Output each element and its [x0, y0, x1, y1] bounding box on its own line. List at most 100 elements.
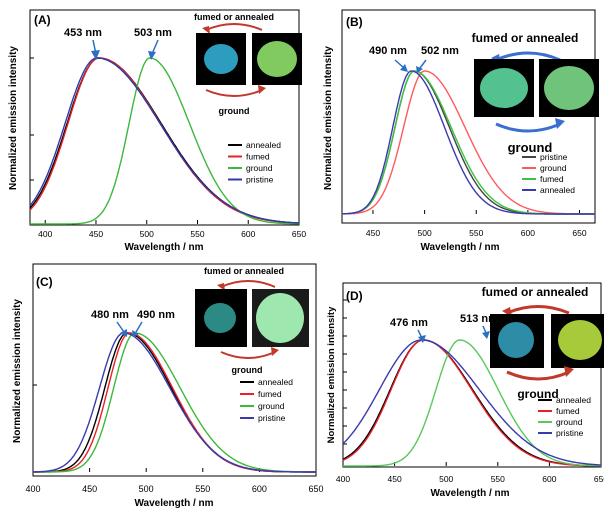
- series-line-ground: [33, 332, 316, 473]
- legend-label-fumed: fumed: [258, 389, 282, 399]
- y-axis-label: Normalized emission intensity: [8, 46, 19, 190]
- legend-label-annealed: annealed: [246, 140, 281, 150]
- legend-label-annealed: annealed: [258, 377, 293, 387]
- x-ticks: 400 450 500 550 600 650: [38, 220, 306, 239]
- series-line-ground: [342, 70, 595, 215]
- y-axis-label: Normalized emission intensity: [326, 306, 337, 443]
- series-line-pristine: [342, 339, 602, 466]
- plot-frame: [29, 9, 300, 226]
- switch-label-bottom: ground: [508, 140, 553, 155]
- plot-frame: [342, 282, 602, 468]
- series-line-fumed: [342, 339, 602, 467]
- x-ticks: 400 450 500 550 600 650: [336, 462, 604, 484]
- x-tick-label: 600: [521, 228, 535, 238]
- x-axis-label: Wavelength / nm: [124, 242, 203, 253]
- panel-c: (C) Normalized emission intensity Wavele…: [12, 263, 324, 509]
- series-lines: [342, 339, 602, 467]
- x-tick-label: 550: [469, 228, 483, 238]
- y-ticks: [343, 299, 347, 445]
- panel-d: (D) Normalized emission intensity Wavele…: [326, 282, 604, 499]
- legend-label-ground: ground: [540, 163, 567, 173]
- x-tick-label: 650: [594, 474, 604, 484]
- x-tick-label: 600: [542, 474, 556, 484]
- series-line-ground: [30, 57, 300, 225]
- x-tick-label: 550: [190, 229, 204, 239]
- arrow-head: [258, 85, 266, 94]
- panel-label: (B): [346, 15, 363, 29]
- legend-label-ground: ground: [258, 401, 285, 411]
- x-tick-label: 500: [139, 484, 154, 494]
- x-tick-label: 400: [25, 484, 40, 494]
- peak-label: 480 nm: [91, 309, 129, 321]
- arrow-head: [416, 66, 423, 73]
- legend-label-pristine: pristine: [556, 428, 584, 438]
- phase-switch-inset: fumed or annealed ground: [194, 12, 302, 116]
- x-tick-label: 450: [89, 229, 103, 239]
- y-axis-label: Normalized emission intensity: [323, 46, 334, 190]
- x-ticks: 450 500 550 600 650: [366, 210, 587, 238]
- photo-blue-emission-glow: [204, 44, 238, 74]
- series-line-annealed: [341, 70, 595, 215]
- x-tick-label: 450: [366, 228, 380, 238]
- x-axis-label: Wavelength / nm: [134, 498, 213, 509]
- phase-switch-inset: fumed or annealed ground: [482, 285, 604, 401]
- arrow-head: [555, 118, 565, 129]
- x-tick-label: 550: [195, 484, 210, 494]
- photo-teal-emission-glow: [204, 303, 236, 333]
- legend-label-pristine: pristine: [258, 413, 286, 423]
- x-tick-label: 450: [82, 484, 97, 494]
- series-line-pristine: [33, 332, 316, 473]
- x-tick-label: 500: [439, 474, 453, 484]
- curved-arrow-top: [220, 280, 276, 288]
- arrow-head: [202, 26, 210, 34]
- legend-label-ground: ground: [246, 163, 273, 173]
- arrow-head: [564, 366, 574, 377]
- peak-arrow: [135, 321, 143, 333]
- curved-arrow-bottom: [506, 370, 570, 381]
- curved-arrow-bottom: [220, 351, 276, 359]
- curved-arrow-bottom: [205, 89, 263, 97]
- legend-label-annealed: annealed: [556, 395, 591, 405]
- switch-label-top: fumed or annealed: [472, 31, 579, 45]
- peak-label: 503 nm: [134, 27, 172, 39]
- plot-frame: [32, 263, 317, 477]
- legend-label-fumed: fumed: [556, 406, 580, 416]
- peak-label: 502 nm: [421, 45, 459, 57]
- series-line-ground: [343, 339, 601, 467]
- arrow-head: [400, 64, 408, 72]
- photo-green-emission-glow: [544, 66, 594, 110]
- x-tick-label: 500: [140, 229, 154, 239]
- x-tick-label: 600: [241, 229, 255, 239]
- panel-label: (C): [36, 275, 53, 289]
- legend-label-annealed: annealed: [540, 185, 575, 195]
- peak-arrow: [482, 325, 487, 334]
- phase-switch-inset: fumed or annealed ground: [472, 31, 599, 155]
- peak-label: 490 nm: [137, 309, 175, 321]
- legend-label-fumed: fumed: [540, 174, 564, 184]
- series-line-pristine: [29, 57, 299, 224]
- x-tick-label: 450: [388, 474, 402, 484]
- arrow-head: [132, 330, 139, 337]
- peak-label: 513 nm: [460, 313, 498, 325]
- photo-green-emission-glow: [256, 293, 304, 343]
- x-tick-label: 400: [38, 229, 52, 239]
- legend-label-ground: ground: [556, 417, 583, 427]
- photo-yellow-green-emission-glow: [558, 320, 602, 360]
- x-axis-label: Wavelength / nm: [420, 242, 499, 253]
- arrow-head: [271, 347, 279, 356]
- switch-label-bottom: ground: [219, 106, 250, 116]
- x-tick-label: 650: [308, 484, 323, 494]
- switch-label-bottom: ground: [232, 365, 263, 375]
- curved-arrow-top: [495, 51, 561, 62]
- curved-arrow-top: [506, 305, 570, 315]
- curved-arrow-top: [205, 23, 263, 31]
- switch-label-top: fumed or annealed: [194, 12, 274, 22]
- x-axis-label: Wavelength / nm: [430, 488, 509, 499]
- x-tick-label: 550: [491, 474, 505, 484]
- photo-cyan-emission-glow: [480, 68, 528, 108]
- panel-b: (B) Normalized emission intensity Wavele…: [323, 9, 599, 253]
- arrow-head: [91, 50, 100, 60]
- photo-green-emission-glow: [257, 41, 297, 77]
- arrow-head: [120, 329, 127, 337]
